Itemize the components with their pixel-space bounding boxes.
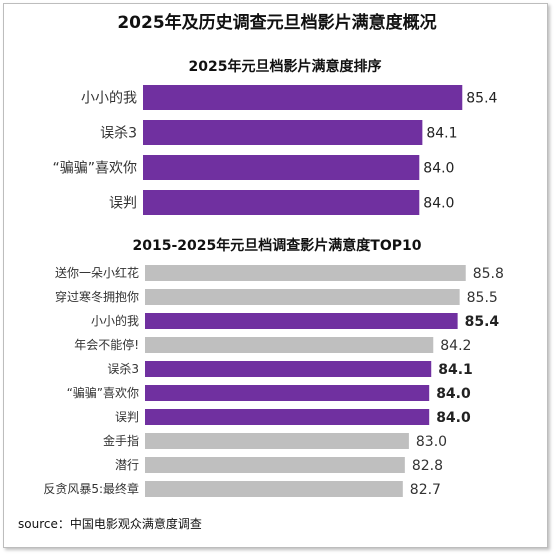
chart2-category-label: 送你一朵小红花: [55, 265, 139, 280]
chart1-category-label: 误杀3: [100, 126, 137, 142]
chart1-value-label: 84.0: [423, 161, 454, 177]
chart2-value-label: 84.1: [438, 362, 473, 378]
chart2-category-label: 穿过寒冬拥抱你: [55, 289, 139, 304]
chart2-value-label: 82.7: [410, 482, 441, 498]
chart1-bar: [143, 155, 420, 180]
chart2-category-label: 误判: [115, 410, 139, 424]
chart2-bar: [145, 385, 430, 401]
chart2-bar: [145, 409, 430, 425]
chart2-bar: [145, 361, 432, 377]
chart2-bar: [145, 457, 405, 473]
chart2-bar: [145, 337, 434, 353]
chart2-bar: [145, 313, 458, 329]
chart1-bar: [143, 85, 463, 110]
chart2-value-label: 84.0: [436, 410, 471, 426]
chart1-bar: [143, 190, 420, 215]
chart2-value-label: 85.8: [473, 266, 504, 282]
chart2-bar: [145, 481, 403, 497]
chart1-category-label: 小小的我: [81, 91, 137, 107]
chart2-category-label: 小小的我: [91, 313, 139, 328]
chart2-category-label: 误杀3: [107, 361, 139, 376]
chart2-value-label: 83.0: [416, 434, 447, 450]
main-title: 2025年及历史调查元旦档影片满意度概况: [117, 12, 436, 33]
source-note: source：中国电影观众满意度调查: [18, 516, 202, 531]
chart1-value-label: 84.0: [423, 196, 454, 212]
chart2-category-label: 潜行: [115, 458, 139, 472]
chart2-bar: [145, 289, 460, 305]
chart1-bar: [143, 120, 423, 145]
chart2-category-label: “骗骗”喜欢你: [67, 385, 139, 400]
chart2-value-label: 85.5: [467, 290, 498, 306]
chart2-bar: [145, 433, 409, 449]
chart1-category-label: “骗骗”喜欢你: [52, 161, 137, 177]
chart2-category-label: 金手指: [103, 433, 139, 448]
chart1-category-label: 误判: [109, 196, 137, 212]
chart2-value-label: 85.4: [465, 314, 500, 330]
chart2-marks: 送你一朵小红花 85.8 穿过寒冬拥抱你 85.5 小小的我 85.4 年会不能停! 84.2…: [43, 265, 504, 498]
chart2-category-label: 反贪风暴5:最终章: [43, 481, 139, 496]
chart2-title: 2015-2025年元旦档调查影片满意度TOP10: [133, 237, 422, 254]
chart2-value-label: 82.8: [412, 458, 443, 474]
chart1-value-label: 85.4: [466, 91, 497, 107]
chart1-marks: 小小的我 85.4 误杀3 84.1 “骗骗”喜欢你 84.0 误判 84.0: [52, 85, 498, 215]
chart2-bar: [145, 265, 466, 281]
chart2-value-label: 84.2: [440, 338, 471, 354]
chart2-value-label: 84.0: [436, 386, 471, 402]
chart2-category-label: 年会不能停!: [74, 337, 139, 352]
chart1-value-label: 84.1: [426, 126, 457, 142]
chart1-title: 2025年元旦档影片满意度排序: [189, 58, 382, 75]
